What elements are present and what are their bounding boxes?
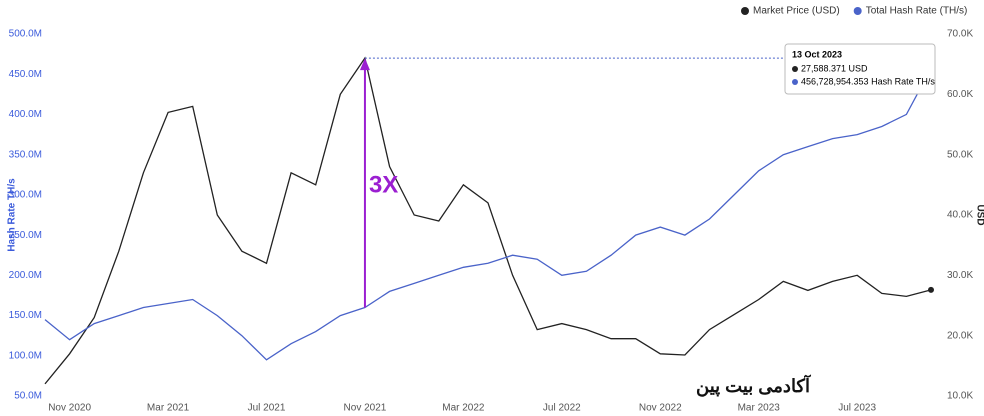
y2-tick-label: 40.0K [947,210,973,221]
x-tick-label: Jul 2023 [838,403,876,414]
y-tick-label: 250.0M [9,230,42,241]
y2-tick-label: 10.0K [947,391,973,402]
x-tick-label: Mar 2022 [442,403,485,414]
y-tick-label: 350.0M [9,149,42,160]
x-tick-label: Mar 2023 [738,403,781,414]
y-tick-label: 450.0M [9,69,42,80]
tooltip [784,43,936,95]
y-tick-label: 500.0M [9,29,42,40]
x-tick-label: Mar 2021 [147,403,190,414]
x-tick-label: Nov 2020 [48,403,91,414]
y-tick-label: 200.0M [9,270,42,281]
x-tick-label: Nov 2021 [344,403,387,414]
y2-tick-label: 20.0K [947,330,973,341]
legend-label: Total Hash Rate (TH/s) [866,6,968,17]
end-dot [928,286,934,293]
x-tick-label: Jul 2021 [248,403,286,414]
y2-tick-label: 30.0K [947,270,973,281]
x-tick-label: Nov 2022 [639,403,682,414]
y2-tick-label: 60.0K [947,89,973,100]
y-axis-label: Hash Rate TH/s [7,178,18,252]
annotation: 3X [369,171,398,198]
watermark: آکادمی بیت پین [696,374,812,397]
x-tick-label: Jul 2022 [543,403,581,414]
tooltip-line: 27,588.371 USD [801,63,868,73]
y-tick-label: 150.0M [9,310,42,321]
y-tick-label: 300.0M [9,190,42,201]
legend-marker [853,7,862,15]
y-tick-label: 50.0M [14,391,42,402]
y2-tick-label: 50.0K [947,149,973,160]
series-line [44,56,932,385]
tooltip-dot [792,79,798,85]
y-tick-label: 100.0M [9,350,42,361]
tooltip-line: 456,728,954.353 Hash Rate TH/s [801,76,935,86]
tooltip-dot [792,66,798,72]
tooltip-title: 13 Oct 2023 [792,49,842,59]
series-line [44,68,932,361]
y2-tick-label: 70.0K [947,29,973,40]
y-tick-label: 400.0M [9,109,42,120]
y2-axis-label: USD [974,204,984,225]
legend-marker [741,7,749,15]
legend-label: Market Price (USD) [753,6,840,17]
arrow-head [359,58,370,71]
